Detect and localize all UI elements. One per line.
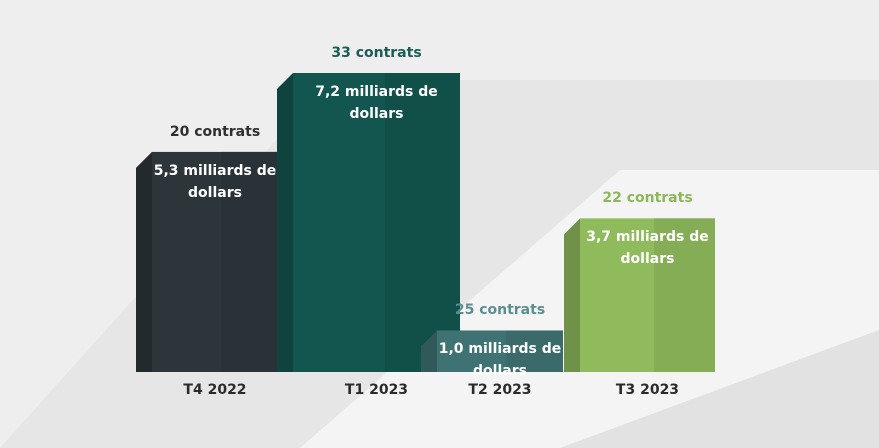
x-tick-label: T2 2023 xyxy=(468,382,532,398)
count-label: 20 contrats xyxy=(169,123,261,140)
x-tick-label: T3 2023 xyxy=(615,382,680,398)
bar-shading xyxy=(506,330,563,372)
count-label: 33 contrats xyxy=(331,45,422,61)
bar-shading xyxy=(654,218,715,372)
bar-side xyxy=(277,73,293,372)
value-label: 3,7 milliards de dollars xyxy=(586,229,709,268)
bar-side xyxy=(421,330,437,372)
value-label: 5,3 milliards de dollars xyxy=(153,162,277,201)
x-tick-label: T1 2023 xyxy=(344,382,409,398)
bar-shading xyxy=(384,73,460,372)
x-tick-label: T4 2022 xyxy=(183,382,247,398)
bar-side xyxy=(564,218,580,372)
bar-side xyxy=(136,151,152,372)
bar-shading xyxy=(221,151,278,372)
value-label: 7,2 milliards de dollars xyxy=(315,84,438,122)
count-label: 22 contrats xyxy=(602,190,693,207)
count-label: 25 contrats xyxy=(454,302,546,319)
background-shape xyxy=(560,330,879,448)
value-label: 1,0 milliards de dollars xyxy=(438,341,562,380)
